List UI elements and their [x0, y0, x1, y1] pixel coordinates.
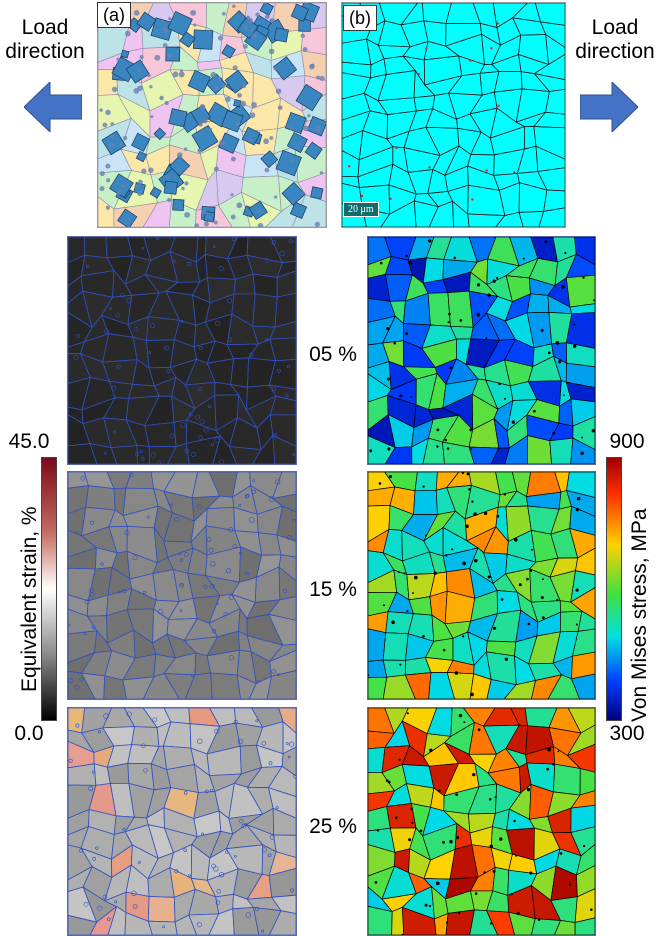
stress-colorbar-max: 900	[609, 430, 645, 453]
stress-map-05	[367, 236, 596, 465]
panel-b-phase-map	[341, 2, 566, 228]
strain-level-label-05: 05 %	[309, 343, 357, 366]
strain-colorbar-max: 45.0	[8, 430, 50, 453]
strain-level-label-15: 15 %	[309, 578, 357, 601]
panel-a-grain-orientation-map	[97, 2, 327, 228]
strain-level-label-25: 25 %	[309, 815, 357, 838]
right-arrow-icon	[580, 82, 638, 132]
strain-map-15	[67, 471, 297, 700]
strain-map-25	[67, 707, 297, 936]
left-arrow-icon	[24, 82, 82, 132]
strain-colorbar-label: Equivalent strain, %	[18, 506, 41, 692]
stress-map-15	[367, 471, 596, 700]
strain-map-05	[67, 236, 297, 465]
stress-colorbar	[606, 457, 622, 721]
load-direction-left-label: Load direction	[5, 16, 85, 64]
stress-colorbar-min: 300	[609, 722, 645, 745]
load-direction-right-label: Load direction	[575, 16, 655, 64]
scale-bar: 20 μm	[343, 202, 379, 217]
stress-colorbar-label: Von Mises stress, MPa	[628, 508, 651, 722]
panel-b-label: (b)	[343, 5, 377, 31]
strain-colorbar	[41, 457, 57, 721]
stress-map-25	[367, 707, 596, 936]
strain-colorbar-min: 0.0	[14, 722, 44, 745]
panel-a-label: (a)	[97, 2, 131, 28]
